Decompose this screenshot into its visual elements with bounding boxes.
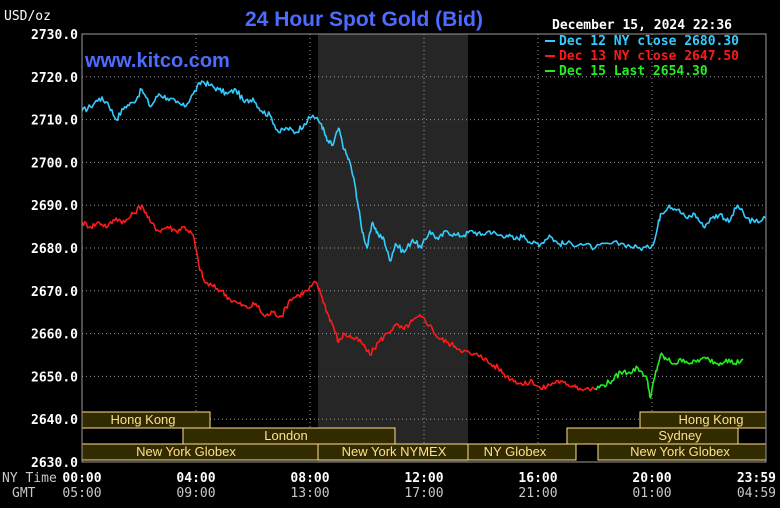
legend-entry: Dec 15 Last 2654.30: [559, 64, 708, 79]
x-tick-label-ny: 12:00: [404, 471, 443, 486]
gmt-axis-label: GMT: [12, 486, 36, 501]
y-tick-label: 2680.0: [31, 242, 78, 257]
y-tick-label: 2720.0: [31, 71, 78, 86]
x-tick-label-ny: 08:00: [290, 471, 329, 486]
unit-label: USD/oz: [4, 9, 51, 24]
x-tick-label-ny: 04:00: [176, 471, 215, 486]
x-tick-label-gmt: 09:00: [176, 486, 215, 501]
y-tick-label: 2700.0: [31, 156, 78, 171]
y-tick-label: 2650.0: [31, 370, 78, 385]
legend-entry: Dec 13 NY close 2647.50: [559, 49, 739, 64]
session-ny-globex-right-label: New York Globex: [630, 444, 730, 459]
legend-entry: Dec 12 NY close 2680.30: [559, 34, 739, 49]
nymex-session-shade: [318, 34, 468, 462]
y-tick-label: 2660.0: [31, 328, 78, 343]
session-bands: Hong Kong London New York Globex New Yor…: [81, 411, 767, 461]
x-tick-label-gmt: 13:00: [290, 486, 329, 501]
series-line-3: [594, 352, 744, 399]
series-layer: [81, 80, 767, 399]
y-tick-label: 2670.0: [31, 285, 78, 300]
x-tick-label-ny: 00:00: [62, 471, 101, 486]
session-ny-globex-mid-box: [467, 443, 577, 461]
x-tick-label-ny: 23:59: [737, 471, 776, 486]
series-line-1: [81, 80, 767, 262]
ny-time-axis-label: NY Time: [2, 471, 57, 486]
y-tick-label: 2710.0: [31, 114, 78, 129]
y-tick-label: 2690.0: [31, 199, 78, 214]
session-london-label: London: [264, 428, 307, 443]
x-tick-label-gmt: 04:59: [737, 486, 776, 501]
x-tick-label-gmt: 05:00: [62, 486, 101, 501]
series-line-2: [81, 204, 596, 392]
session-sydney-label: Sydney: [658, 428, 702, 443]
session-hong-kong-left-label: Hong Kong: [110, 412, 175, 427]
chart-title: 24 Hour Spot Gold (Bid): [245, 8, 483, 31]
x-tick-label-ny: 16:00: [518, 471, 557, 486]
y-tick-label: 2630.0: [31, 456, 78, 471]
session-ny-globex-left-label: New York Globex: [136, 444, 236, 459]
y-tick-label: 2730.0: [31, 28, 78, 43]
x-tick-label-gmt: 21:00: [518, 486, 557, 501]
session-ny-globex-mid-label: NY Globex: [484, 444, 547, 459]
x-tick-label-ny: 20:00: [632, 471, 671, 486]
x-tick-label-gmt: 01:00: [632, 486, 671, 501]
session-sydney-box: [566, 427, 739, 445]
y-axis-ticks: 2730.0 2720.0 2710.0 2700.0 2690.0 2680.0 2670…: [31, 28, 78, 471]
y-tick-label: 2640.0: [31, 413, 78, 428]
x-tick-label-gmt: 17:00: [404, 486, 443, 501]
session-ny-nymex-label: New York NYMEX: [342, 444, 447, 459]
watermark: www.kitco.com: [84, 50, 230, 72]
timestamp: December 15, 2024 22:36: [552, 18, 732, 33]
plot-border: [81, 33, 767, 463]
session-hong-kong-right-label: Hong Kong: [678, 412, 743, 427]
